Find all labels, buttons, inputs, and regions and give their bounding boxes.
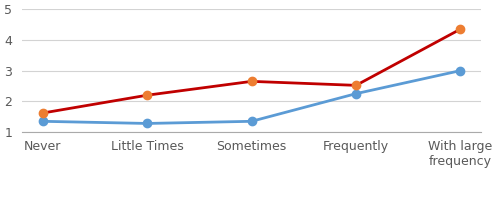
Work xyxy=(248,120,254,123)
Work xyxy=(144,122,150,125)
Not work xyxy=(40,112,46,114)
Not work xyxy=(458,28,464,30)
Not work xyxy=(353,84,359,87)
Line: Work: Work xyxy=(38,66,465,128)
Work xyxy=(40,120,46,123)
Not work xyxy=(144,94,150,96)
Legend: Work, Not work: Work, Not work xyxy=(164,210,339,213)
Work xyxy=(458,69,464,72)
Work xyxy=(353,92,359,95)
Line: Not work: Not work xyxy=(38,25,465,117)
Not work xyxy=(248,80,254,83)
